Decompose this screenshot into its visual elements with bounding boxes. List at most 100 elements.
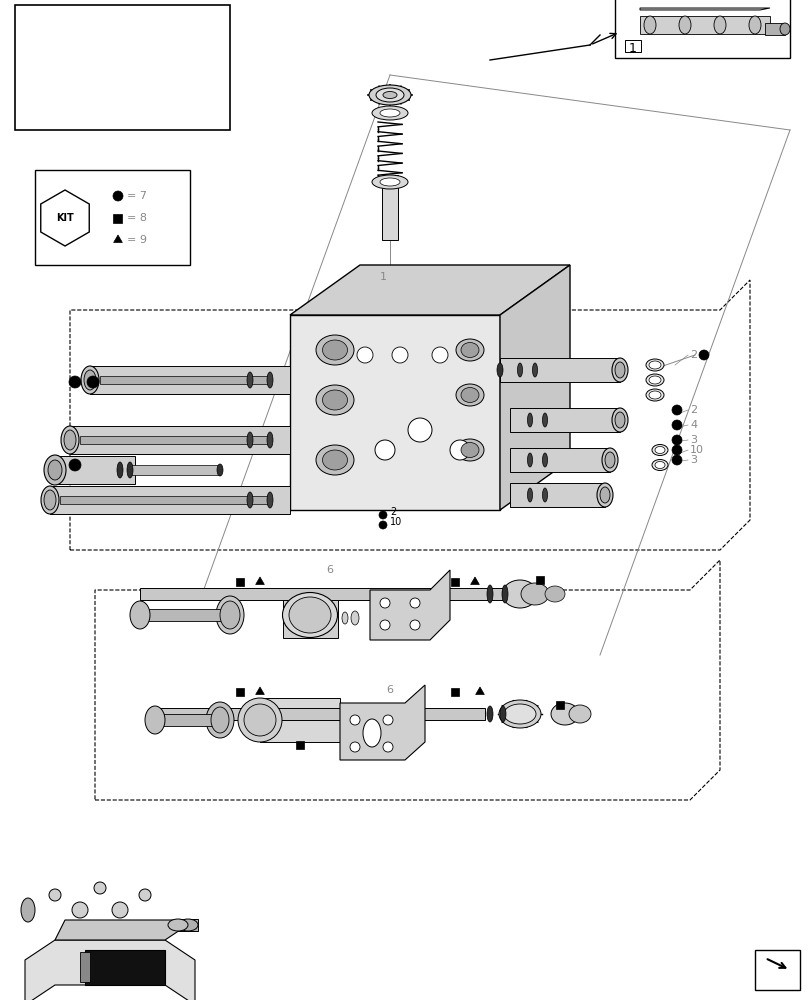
Polygon shape [370, 570, 449, 640]
Ellipse shape [651, 444, 667, 456]
Circle shape [112, 902, 128, 918]
Bar [614, 0, 789, 58]
Text: 2: 2 [689, 350, 697, 360]
Circle shape [407, 418, 431, 442]
Ellipse shape [315, 385, 354, 415]
Ellipse shape [544, 586, 564, 602]
Ellipse shape [363, 719, 380, 747]
Ellipse shape [371, 175, 407, 189]
Ellipse shape [527, 453, 532, 467]
Bar [80, 436, 270, 444]
Circle shape [87, 376, 99, 388]
Ellipse shape [748, 16, 760, 34]
Polygon shape [25, 940, 195, 1000]
Ellipse shape [779, 23, 789, 35]
Text: 6: 6 [386, 685, 393, 695]
Ellipse shape [654, 446, 664, 454]
Bar [296, 741, 303, 749]
Ellipse shape [596, 483, 612, 507]
Ellipse shape [322, 450, 347, 470]
Circle shape [431, 347, 448, 363]
Circle shape [380, 598, 389, 608]
Circle shape [410, 598, 419, 608]
Ellipse shape [168, 919, 188, 931]
Circle shape [383, 715, 393, 725]
Ellipse shape [238, 698, 281, 742]
Ellipse shape [713, 16, 725, 34]
Ellipse shape [368, 85, 410, 105]
Ellipse shape [243, 704, 276, 736]
Ellipse shape [500, 706, 505, 722]
Circle shape [94, 882, 106, 894]
Text: = 8: = 8 [127, 213, 147, 223]
Polygon shape [290, 265, 569, 315]
Ellipse shape [487, 706, 492, 722]
Ellipse shape [380, 178, 400, 186]
Ellipse shape [532, 363, 537, 377]
Text: KIT: KIT [56, 213, 74, 223]
Ellipse shape [646, 359, 663, 371]
Circle shape [698, 350, 708, 360]
Ellipse shape [456, 339, 483, 361]
Bar [139, 609, 230, 621]
Ellipse shape [461, 387, 478, 402]
Ellipse shape [542, 488, 547, 502]
Bar [283, 592, 337, 638]
Bar [178, 919, 198, 931]
Ellipse shape [289, 597, 331, 633]
Text: 6: 6 [326, 565, 333, 575]
Circle shape [672, 405, 681, 415]
Text: = 9: = 9 [127, 235, 147, 245]
Ellipse shape [461, 442, 478, 458]
Circle shape [392, 347, 407, 363]
Ellipse shape [315, 445, 354, 475]
Ellipse shape [487, 585, 492, 603]
Ellipse shape [601, 448, 617, 472]
Ellipse shape [84, 370, 96, 390]
Ellipse shape [216, 596, 243, 634]
Ellipse shape [267, 432, 272, 448]
Ellipse shape [501, 585, 508, 603]
Text: 10: 10 [689, 445, 703, 455]
Circle shape [672, 435, 681, 445]
Ellipse shape [456, 384, 483, 406]
Ellipse shape [648, 391, 660, 399]
Ellipse shape [599, 487, 609, 503]
Ellipse shape [643, 16, 655, 34]
Circle shape [380, 620, 389, 630]
Bar [35, 170, 190, 265]
Text: 2: 2 [689, 405, 697, 415]
Text: 4: 4 [689, 420, 697, 430]
Ellipse shape [315, 335, 354, 365]
Bar [260, 698, 340, 742]
Polygon shape [340, 685, 424, 760]
Text: = 7: = 7 [127, 191, 147, 201]
Ellipse shape [502, 580, 537, 608]
Ellipse shape [130, 601, 150, 629]
Polygon shape [290, 315, 500, 510]
Ellipse shape [542, 453, 547, 467]
Bar [639, 16, 769, 34]
Ellipse shape [117, 462, 122, 478]
Circle shape [113, 191, 122, 201]
Ellipse shape [64, 430, 76, 450]
Bar [139, 588, 519, 600]
Ellipse shape [456, 439, 483, 461]
Ellipse shape [145, 706, 165, 734]
Ellipse shape [267, 492, 272, 508]
Ellipse shape [651, 460, 667, 471]
Bar [535, 576, 543, 584]
Ellipse shape [322, 390, 347, 410]
Text: 10: 10 [389, 517, 401, 527]
Ellipse shape [499, 700, 540, 728]
Circle shape [69, 376, 81, 388]
Ellipse shape [322, 340, 347, 360]
Ellipse shape [247, 372, 253, 388]
Ellipse shape [341, 612, 348, 624]
Ellipse shape [217, 464, 223, 476]
Circle shape [350, 715, 359, 725]
Ellipse shape [521, 583, 548, 605]
Bar [130, 465, 220, 475]
Bar [80, 952, 90, 982]
Ellipse shape [542, 413, 547, 427]
